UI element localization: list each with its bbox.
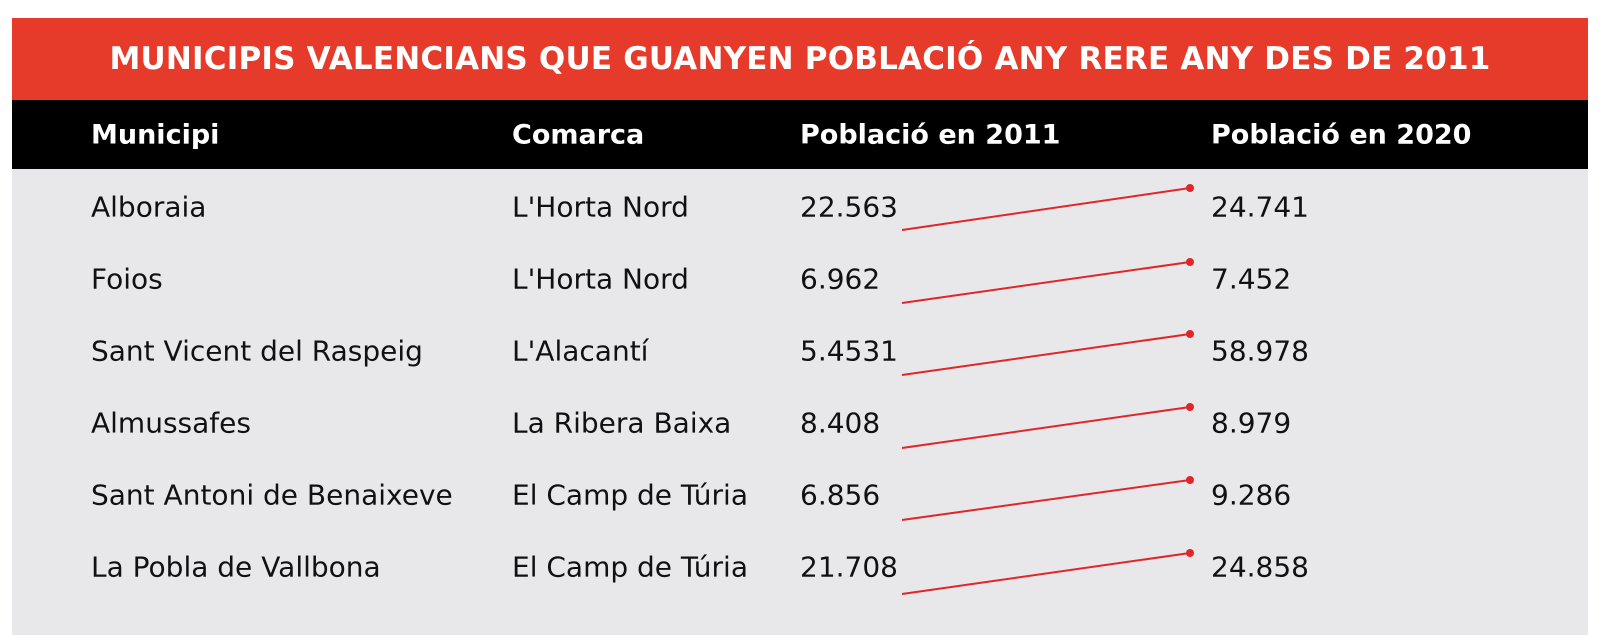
- growth-connector: [901, 403, 1194, 449]
- growth-line: [901, 479, 1191, 521]
- cell-poblacio-2020: 24.858: [1211, 550, 1309, 583]
- cell-municipi: Sant Antoni de Benaixeve: [91, 478, 453, 511]
- growth-line: [901, 187, 1191, 231]
- growth-connector: [901, 549, 1194, 595]
- table-title: MUNICIPIS VALENCIANS QUE GUANYEN POBLACI…: [12, 18, 1588, 100]
- table-row: Alboraia L'Horta Nord 22.563 24.741: [12, 170, 1588, 243]
- cell-poblacio-2011: 22.563: [800, 190, 898, 223]
- cell-poblacio-2020: 24.741: [1211, 190, 1309, 223]
- cell-comarca: L'Alacantí: [512, 334, 649, 367]
- table-row: Sant Vicent del Raspeig L'Alacantí 5.453…: [12, 314, 1588, 387]
- growth-connector: [901, 330, 1194, 376]
- cell-poblacio-2011: 21.708: [800, 550, 898, 583]
- header-poblacio-2011: Població en 2011: [800, 119, 1061, 150]
- cell-comarca: L'Horta Nord: [512, 190, 689, 223]
- cell-poblacio-2011: 5.4531: [800, 334, 898, 367]
- growth-endpoint-dot: [1186, 549, 1194, 557]
- growth-line: [901, 261, 1191, 304]
- header-comarca: Comarca: [512, 119, 645, 150]
- cell-poblacio-2011: 8.408: [800, 406, 881, 439]
- cell-poblacio-2011: 6.962: [800, 262, 881, 295]
- growth-connectors: [901, 184, 1194, 595]
- growth-line: [901, 406, 1191, 449]
- growth-line: [901, 552, 1191, 595]
- cell-municipi: Almussafes: [91, 406, 251, 439]
- growth-connector: [901, 476, 1194, 521]
- cell-municipi: Alboraia: [91, 190, 207, 223]
- table-row: Foios L'Horta Nord 6.962 7.452: [12, 242, 1588, 315]
- growth-connector: [901, 184, 1194, 231]
- growth-endpoint-dot: [1186, 184, 1194, 192]
- growth-endpoint-dot: [1186, 403, 1194, 411]
- cell-comarca: L'Horta Nord: [512, 262, 689, 295]
- cell-comarca: La Ribera Baixa: [512, 406, 732, 439]
- table-card: MUNICIPIS VALENCIANS QUE GUANYEN POBLACI…: [12, 18, 1588, 635]
- cell-comarca: El Camp de Túria: [512, 478, 748, 511]
- growth-endpoint-dot: [1186, 330, 1194, 338]
- cell-municipi: La Pobla de Vallbona: [91, 550, 381, 583]
- cell-poblacio-2011: 6.856: [800, 478, 881, 511]
- cell-municipi: Foios: [91, 262, 163, 295]
- header-poblacio-2020: Població en 2020: [1211, 119, 1472, 150]
- cell-poblacio-2020: 58.978: [1211, 334, 1309, 367]
- growth-connector: [901, 258, 1194, 304]
- header-municipi: Municipi: [91, 119, 220, 150]
- table-header-row: Municipi Comarca Població en 2011 Poblac…: [12, 100, 1588, 169]
- title-text: MUNICIPIS VALENCIANS QUE GUANYEN POBLACI…: [109, 41, 1491, 77]
- table-row: Sant Antoni de Benaixeve El Camp de Túri…: [12, 458, 1588, 531]
- cell-comarca: El Camp de Túria: [512, 550, 748, 583]
- cell-poblacio-2020: 7.452: [1211, 262, 1292, 295]
- growth-endpoint-dot: [1186, 476, 1194, 484]
- cell-poblacio-2020: 8.979: [1211, 406, 1292, 439]
- growth-endpoint-dot: [1186, 258, 1194, 266]
- cell-poblacio-2020: 9.286: [1211, 478, 1292, 511]
- growth-line: [901, 333, 1191, 376]
- cell-municipi: Sant Vicent del Raspeig: [91, 334, 423, 367]
- table-row: La Pobla de Vallbona El Camp de Túria 21…: [12, 530, 1588, 603]
- table-row: Almussafes La Ribera Baixa 8.408 8.979: [12, 386, 1588, 459]
